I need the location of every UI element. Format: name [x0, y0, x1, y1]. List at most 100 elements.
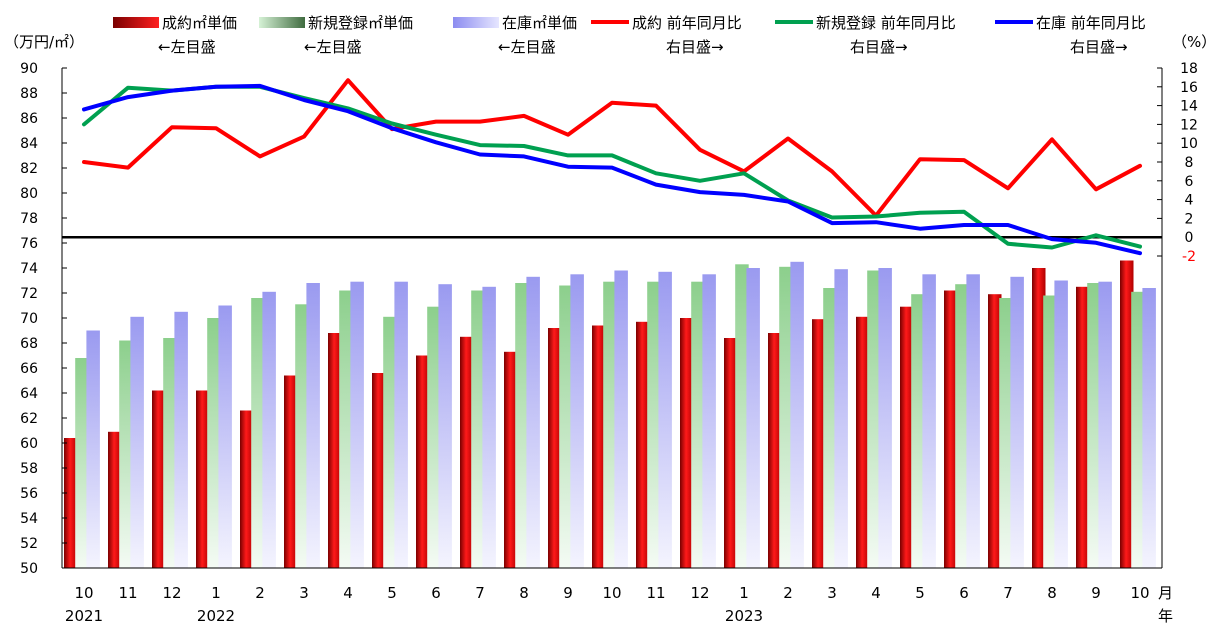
year-label: 2021: [65, 607, 103, 625]
bar: [306, 283, 320, 568]
x-tick-label: 11: [118, 584, 137, 602]
series-line: [82, 83, 1142, 256]
legend-label: 新規登録㎡単価: [308, 14, 413, 32]
legend-scale-note: ←左目盛: [498, 38, 556, 56]
bar: [603, 281, 617, 568]
legend-scale-note: 右目盛→: [666, 38, 724, 56]
y-tick-label: 82: [20, 161, 38, 177]
legend-scale-note: 右目盛→: [850, 38, 908, 56]
bar: [152, 390, 166, 568]
y2-tick-label: 4: [1185, 193, 1194, 209]
x-tick-label: 12: [690, 584, 709, 602]
x-tick-label: 11: [646, 584, 665, 602]
bar: [812, 319, 826, 568]
x-tick-label: 2: [783, 584, 793, 602]
x-tick-label: 8: [1047, 584, 1057, 602]
y-tick-label: 58: [20, 461, 38, 477]
legend-scale-note: ←左目盛: [158, 38, 216, 56]
bar: [878, 268, 892, 568]
bar: [284, 375, 298, 568]
bar: [196, 390, 210, 568]
bar: [1142, 288, 1156, 568]
series-line: [82, 78, 1142, 218]
bar: [1087, 283, 1101, 568]
x-tick-label: 2: [255, 584, 265, 602]
bar: [240, 410, 254, 568]
bar: [108, 431, 122, 569]
x-tick-label: 5: [387, 584, 397, 602]
legend-scale-note: ←左目盛: [304, 38, 362, 56]
y-tick-label: 70: [20, 311, 38, 327]
bar: [911, 294, 925, 568]
y-tick-label: 54: [20, 511, 38, 527]
y-tick-label: 88: [20, 86, 38, 102]
x-tick-label: 10: [1130, 584, 1149, 602]
y-tick-label: 66: [20, 361, 38, 377]
bar: [867, 270, 881, 568]
bar: [768, 333, 782, 568]
x-tick-label: 8: [519, 584, 529, 602]
y2-tick-label: 12: [1180, 117, 1198, 133]
bar: [735, 264, 749, 568]
bar: [526, 276, 540, 568]
bar: [1076, 286, 1090, 569]
x-tick-label: 10: [602, 584, 621, 602]
y-tick-label: 56: [20, 486, 38, 502]
y2-tick-label: 18: [1180, 61, 1198, 77]
bar: [834, 269, 848, 568]
x-tick-label: 9: [563, 584, 573, 602]
bar: [207, 318, 221, 568]
bar: [746, 268, 760, 568]
bar: [955, 284, 969, 568]
bar: [427, 306, 441, 568]
bar: [119, 340, 133, 568]
x-axis-year-unit: 年: [1158, 607, 1173, 625]
y-tick-label: 72: [20, 286, 38, 302]
y-tick-label: 80: [20, 186, 38, 202]
bar: [944, 290, 958, 568]
bar: [1098, 281, 1112, 568]
legend-label: 成約㎡単価: [162, 14, 237, 32]
right-axis: -2 0 2 4 6 8 10 12 14 16 18: [1157, 61, 1198, 265]
legend-swatch: [259, 17, 305, 28]
y2-tick-label: 0: [1185, 230, 1194, 246]
year-label: 2023: [725, 607, 763, 625]
bar: [1032, 268, 1046, 568]
x-tick-label: 6: [431, 584, 441, 602]
bar: [856, 316, 870, 568]
y-tick-label: 74: [20, 261, 38, 277]
bar: [383, 316, 397, 568]
x-tick-label: 1: [739, 584, 749, 602]
bar: [328, 333, 342, 568]
bar: [262, 291, 276, 568]
bar: [339, 290, 353, 568]
y-tick-label: 62: [20, 411, 38, 427]
bar: [636, 321, 650, 569]
bar: [999, 298, 1013, 568]
left-axis: 50 52 54 56 58 60 62 64 66 68 70 72 74 76 78 80 82 84 86 88…: [20, 61, 67, 577]
bar: [966, 274, 980, 569]
bar: [988, 294, 1002, 568]
x-tick-label: 4: [871, 584, 881, 602]
bar: [504, 351, 518, 569]
bar: [64, 438, 78, 568]
bar: [438, 284, 452, 568]
y2-tick-label: 16: [1180, 80, 1198, 96]
x-axis-month-unit: 月: [1158, 584, 1173, 602]
y-tick-label: 90: [20, 61, 38, 77]
x-tick-label: 9: [1091, 584, 1101, 602]
y2-tick-label: 6: [1185, 174, 1194, 190]
x-tick-label: 7: [1003, 584, 1013, 602]
bar: [471, 290, 485, 568]
bar: [1054, 280, 1068, 568]
legend-scale-note: 右目盛→: [1070, 38, 1128, 56]
bar: [823, 288, 837, 568]
bar: [1043, 295, 1057, 568]
line-layer: [82, 78, 1142, 256]
bar: [647, 281, 661, 568]
y2-tick-label: 14: [1180, 99, 1198, 115]
y-tick-label: 52: [20, 536, 38, 552]
bar: [570, 274, 584, 569]
